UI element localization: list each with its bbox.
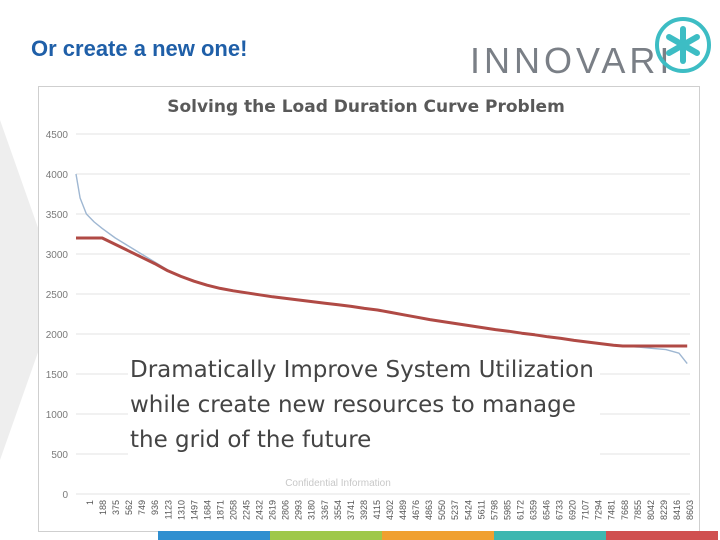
x-tick-label: 7668 bbox=[620, 500, 630, 520]
x-tick-label: 6920 bbox=[568, 500, 578, 520]
logo-wordmark: INNOVARI bbox=[470, 40, 674, 81]
x-tick-label: 1310 bbox=[176, 500, 186, 520]
y-tick-label: 2500 bbox=[46, 290, 69, 301]
y-tick-label: 500 bbox=[51, 450, 68, 461]
y-tick-label: 1500 bbox=[46, 370, 69, 381]
x-tick-label: 8416 bbox=[672, 500, 682, 520]
x-tick-label: 1684 bbox=[202, 500, 212, 520]
x-tick-label: 1871 bbox=[215, 500, 225, 520]
x-tick-label: 375 bbox=[111, 500, 121, 515]
bottom-bar-segment bbox=[494, 531, 606, 540]
y-tick-label: 3500 bbox=[46, 210, 69, 221]
x-tick-label: 7107 bbox=[581, 500, 591, 520]
x-tick-label: 5050 bbox=[437, 500, 447, 520]
x-tick-label: 2619 bbox=[268, 500, 278, 520]
x-tick-label: 6359 bbox=[528, 500, 538, 520]
callout-text: Dramatically Improve System Utilization … bbox=[128, 353, 600, 457]
y-tick-label: 4500 bbox=[46, 130, 69, 141]
x-tick-label: 936 bbox=[150, 500, 160, 515]
y-tick-label: 1000 bbox=[46, 410, 69, 421]
x-tick-label: 4115 bbox=[372, 500, 382, 519]
x-tick-label: 3554 bbox=[333, 500, 343, 520]
x-tick-label: 188 bbox=[98, 500, 108, 515]
x-tick-label: 5985 bbox=[502, 500, 512, 520]
x-tick-label: 4489 bbox=[398, 500, 408, 520]
y-tick-label: 4000 bbox=[46, 170, 69, 181]
x-tick-label: 3180 bbox=[307, 500, 317, 520]
x-tick-label: 5237 bbox=[450, 500, 460, 520]
x-tick-label: 5798 bbox=[489, 500, 499, 520]
x-tick-label: 5611 bbox=[476, 500, 486, 519]
x-tick-label: 2432 bbox=[255, 500, 265, 520]
confidential-annotation: Confidential Information bbox=[285, 478, 391, 489]
y-tick-label: 3000 bbox=[46, 250, 69, 261]
x-tick-label: 6733 bbox=[555, 500, 565, 520]
x-tick-label: 1 bbox=[85, 500, 95, 505]
x-tick-label: 4302 bbox=[385, 500, 395, 520]
managed-load-curve-line bbox=[76, 236, 688, 348]
x-tick-label: 2993 bbox=[294, 500, 304, 520]
bottom-bar-segment bbox=[270, 531, 382, 540]
x-tick-label: 7294 bbox=[594, 500, 604, 520]
y-tick-label: 2000 bbox=[46, 330, 69, 341]
y-tick-label: 0 bbox=[62, 490, 68, 501]
asterisk-logo-icon bbox=[655, 17, 711, 73]
x-tick-label: 3741 bbox=[346, 500, 356, 520]
bottom-bar-segment bbox=[158, 531, 270, 540]
x-tick-label: 2806 bbox=[281, 500, 291, 520]
slide-title: Or create a new one! bbox=[31, 36, 248, 61]
x-tick-label: 7855 bbox=[633, 500, 643, 520]
x-tick-label: 4863 bbox=[424, 500, 434, 520]
x-tick-label: 1497 bbox=[189, 500, 199, 520]
x-tick-label: 2058 bbox=[228, 500, 238, 520]
x-tick-label: 1123 bbox=[163, 500, 173, 519]
x-tick-label: 7481 bbox=[607, 500, 617, 520]
x-tick-label: 6546 bbox=[542, 500, 552, 520]
x-tick-label: 5424 bbox=[463, 500, 473, 520]
x-tick-label: 3367 bbox=[320, 500, 330, 520]
x-tick-label: 2245 bbox=[242, 500, 252, 520]
x-tick-label: 8229 bbox=[659, 500, 669, 520]
x-tick-label: 4676 bbox=[411, 500, 421, 520]
bottom-bar-segment bbox=[606, 531, 718, 540]
bottom-bar-segment bbox=[382, 531, 494, 540]
x-tick-label: 8603 bbox=[685, 500, 695, 520]
chart-title: Solving the Load Duration Curve Problem bbox=[167, 97, 565, 117]
x-tick-label: 3928 bbox=[359, 500, 369, 520]
x-tick-label: 6172 bbox=[515, 500, 525, 520]
x-tick-label: 562 bbox=[124, 500, 134, 515]
x-tick-label: 8042 bbox=[646, 500, 656, 520]
load-curve-line bbox=[75, 173, 688, 365]
x-tick-label: 749 bbox=[137, 500, 147, 515]
